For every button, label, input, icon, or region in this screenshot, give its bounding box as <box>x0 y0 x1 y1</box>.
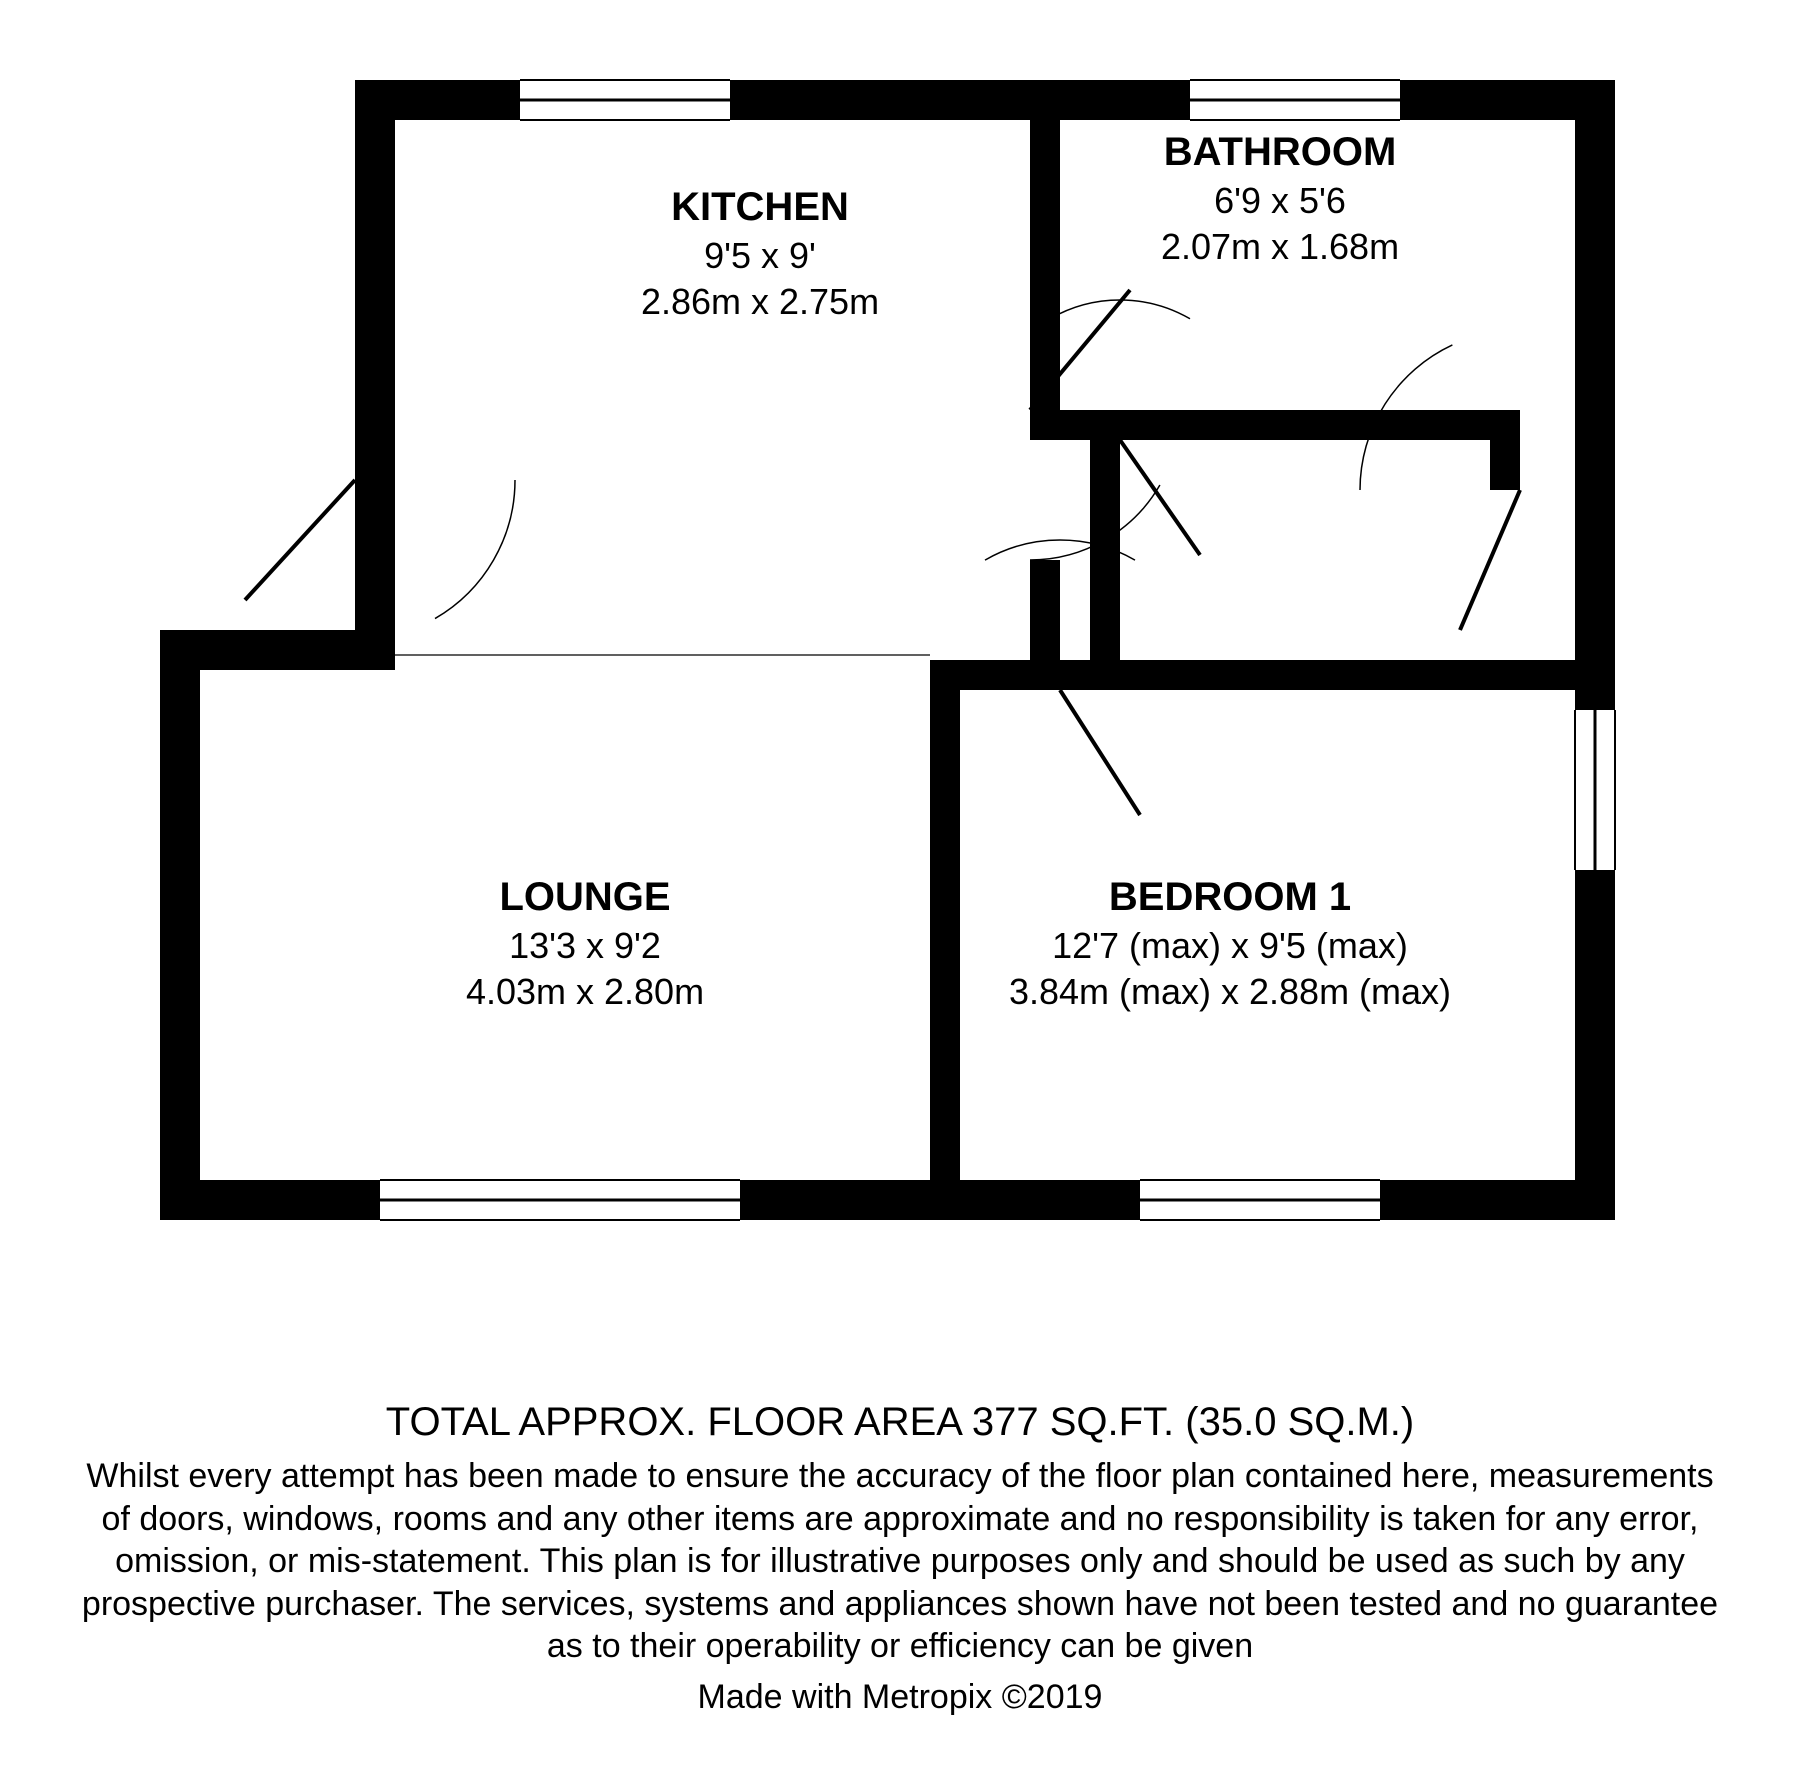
credit-value: Made with Metropix ©2019 <box>698 1678 1103 1716</box>
disclaimer-line: prospective purchaser. The services, sys… <box>0 1583 1800 1626</box>
disclaimer-line: Whilst every attempt has been made to en… <box>0 1455 1800 1498</box>
svg-text:9'5 x 9': 9'5 x 9' <box>704 235 816 276</box>
total-area-text: TOTAL APPROX. FLOOR AREA 377 SQ.FT. (35.… <box>0 1400 1800 1445</box>
disclaimer-text: Whilst every attempt has been made to en… <box>0 1455 1800 1668</box>
svg-text:13'3 x 9'2: 13'3 x 9'2 <box>509 925 661 966</box>
svg-text:LOUNGE: LOUNGE <box>499 875 670 919</box>
svg-text:2.86m x 2.75m: 2.86m x 2.75m <box>641 281 879 322</box>
svg-text:3.84m (max) x 2.88m (max): 3.84m (max) x 2.88m (max) <box>1009 971 1451 1012</box>
svg-text:BEDROOM 1: BEDROOM 1 <box>1109 875 1351 919</box>
disclaimer-line: omission, or mis-statement. This plan is… <box>0 1540 1800 1583</box>
disclaimer-line: as to their operability or efficiency ca… <box>0 1625 1800 1668</box>
disclaimer-line: of doors, windows, rooms and any other i… <box>0 1498 1800 1541</box>
total-area-value: TOTAL APPROX. FLOOR AREA 377 SQ.FT. (35.… <box>386 1400 1414 1444</box>
svg-text:6'9 x 5'6: 6'9 x 5'6 <box>1214 180 1346 221</box>
svg-text:4.03m x 2.80m: 4.03m x 2.80m <box>466 971 704 1012</box>
credit-text: Made with Metropix ©2019 <box>0 1678 1800 1717</box>
svg-text:2.07m x 1.68m: 2.07m x 1.68m <box>1161 226 1399 267</box>
windows <box>380 80 1615 1220</box>
svg-text:KITCHEN: KITCHEN <box>671 185 849 229</box>
doors <box>245 290 1520 815</box>
inner-walls <box>930 110 1590 1190</box>
floorplan-page: KITCHEN 9'5 x 9' 2.86m x 2.75m BATHROOM 6'9 … <box>0 0 1800 1781</box>
svg-text:BATHROOM: BATHROOM <box>1164 130 1397 174</box>
svg-text:12'7 (max) x 9'5 (max): 12'7 (max) x 9'5 (max) <box>1052 925 1408 966</box>
